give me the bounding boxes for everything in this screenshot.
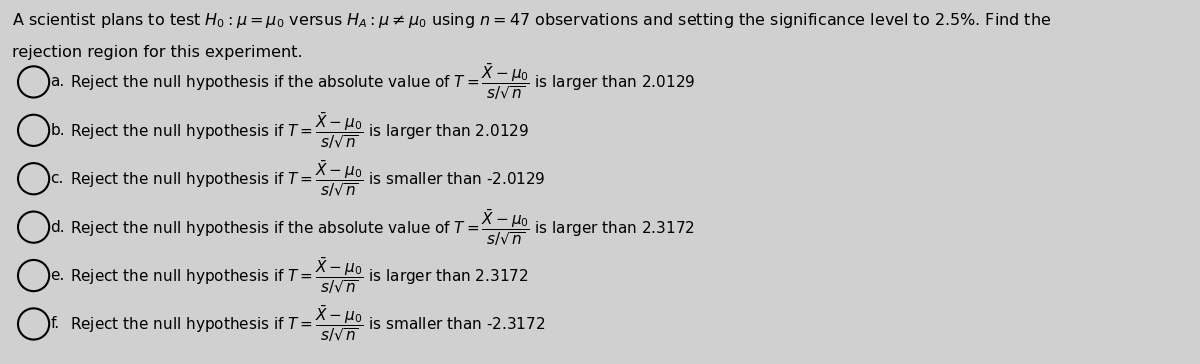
Text: Reject the null hypothesis if the absolute value of $T = \dfrac{\bar{X} - \mu_0}: Reject the null hypothesis if the absolu… (70, 207, 695, 248)
Text: Reject the null hypothesis if $T = \dfrac{\bar{X} - \mu_0}{s/\sqrt{n}}$ is small: Reject the null hypothesis if $T = \dfra… (70, 158, 545, 199)
Text: rejection region for this experiment.: rejection region for this experiment. (12, 46, 302, 60)
Text: Reject the null hypothesis if $T = \dfrac{\bar{X} - \mu_0}{s/\sqrt{n}}$ is large: Reject the null hypothesis if $T = \dfra… (70, 110, 528, 151)
Text: a.: a. (50, 74, 65, 90)
Text: Reject the null hypothesis if the absolute value of $T = \dfrac{\bar{X} - \mu_0}: Reject the null hypothesis if the absolu… (70, 62, 695, 102)
Text: b.: b. (50, 123, 65, 138)
Text: c.: c. (50, 171, 64, 186)
Text: e.: e. (50, 268, 65, 283)
Text: Reject the null hypothesis if $T = \dfrac{\bar{X} - \mu_0}{s/\sqrt{n}}$ is large: Reject the null hypothesis if $T = \dfra… (70, 255, 528, 296)
Text: Reject the null hypothesis if $T = \dfrac{\bar{X} - \mu_0}{s/\sqrt{n}}$ is small: Reject the null hypothesis if $T = \dfra… (70, 304, 545, 344)
Text: A scientist plans to test $H_0 : \mu = \mu_0$ versus $H_A : \mu \neq \mu_0$ usin: A scientist plans to test $H_0 : \mu = \… (12, 11, 1051, 30)
Text: d.: d. (50, 219, 65, 235)
Text: f.: f. (50, 316, 60, 332)
